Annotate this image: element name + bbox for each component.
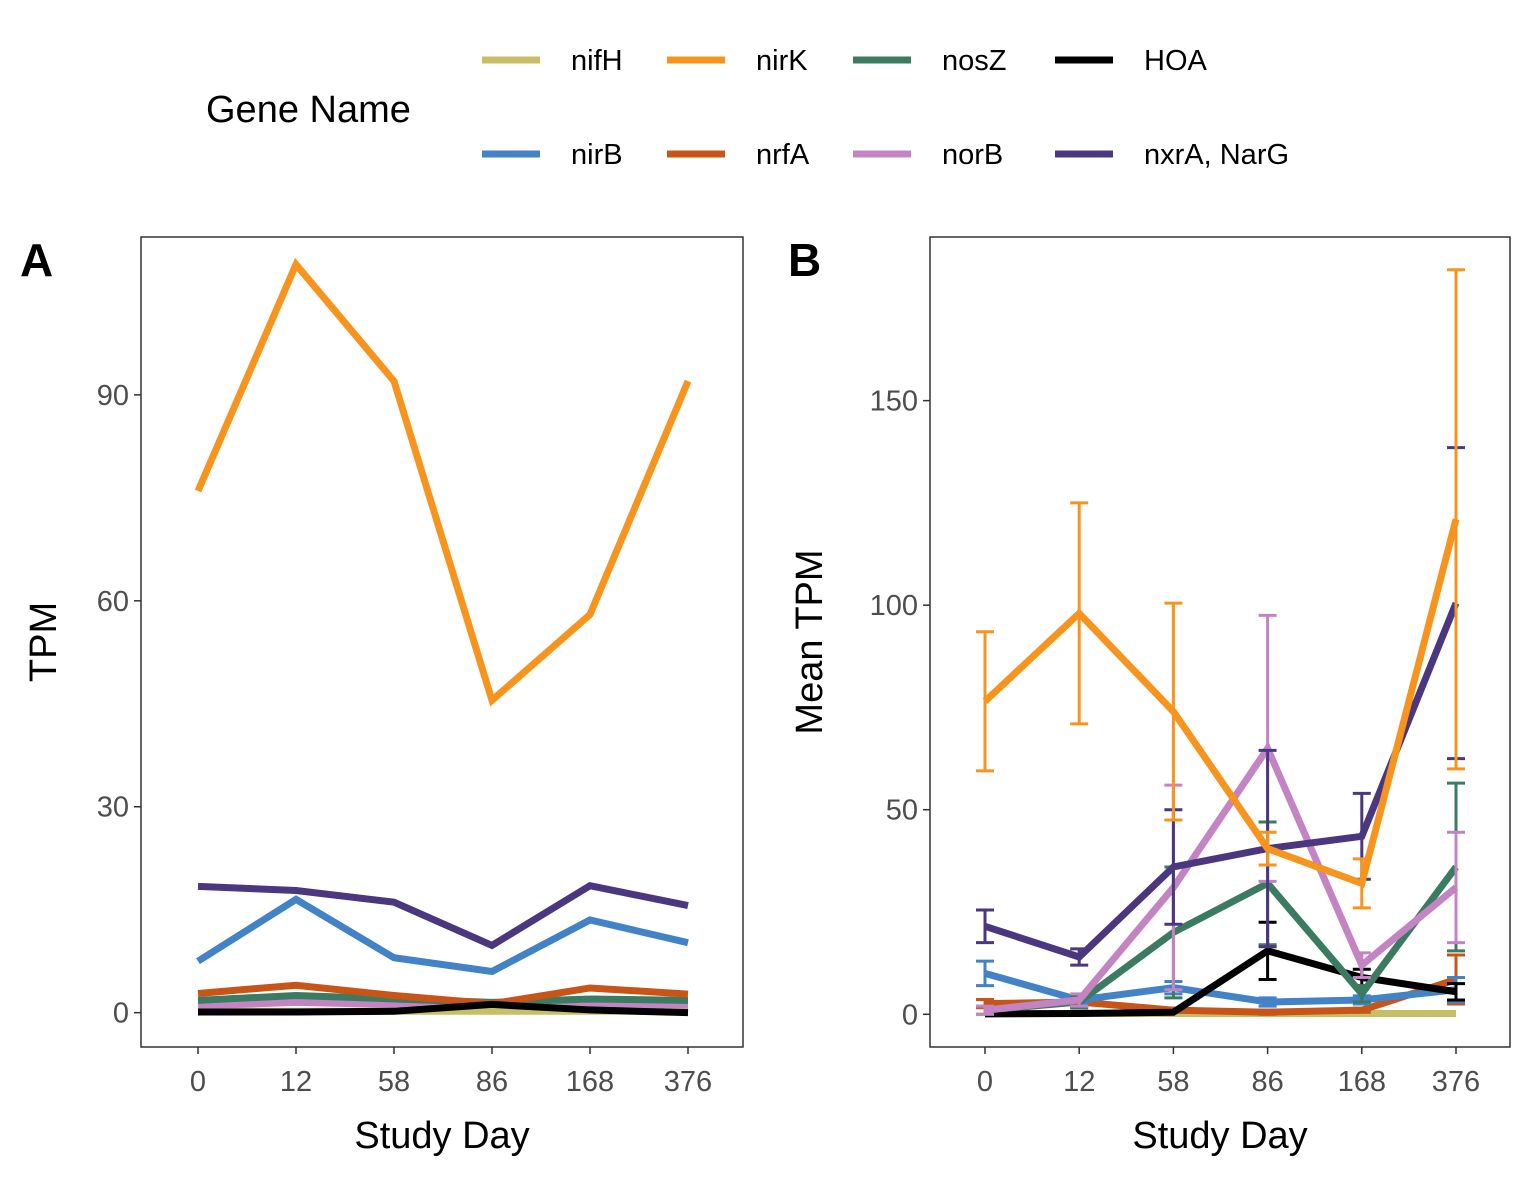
panel-a-x-tick-label-58: 58 bbox=[378, 1066, 410, 1098]
panel-a-y-tick-label-60: 60 bbox=[97, 586, 129, 618]
panel-a-label: A bbox=[20, 234, 53, 286]
panel-b-line-norb bbox=[984, 741, 1459, 1014]
panel-b-series-nxra-narg bbox=[976, 446, 1465, 967]
panel-b-y-axis-title: Mean TPM bbox=[789, 549, 831, 734]
panel-a-y-tick-label-0: 0 bbox=[113, 998, 129, 1030]
panel-a-series-nirb bbox=[196, 895, 689, 976]
panel-a-line-hoa bbox=[198, 1000, 689, 1017]
panel-b-line-hoa bbox=[984, 947, 1457, 1018]
panel-a-y-axis-title: TPM bbox=[23, 602, 65, 682]
panel-a-line-nirk bbox=[194, 257, 692, 707]
panel-b-x-axis-title: Study Day bbox=[1132, 1115, 1307, 1157]
panel-b-x-tick-label-0: 0 bbox=[977, 1066, 993, 1098]
panel-a-y-tick-label-90: 90 bbox=[97, 380, 129, 412]
panel-b-line-nirk bbox=[982, 518, 1460, 888]
panel-b-series-hoa bbox=[984, 920, 1465, 1018]
legend-item-nirb: nirB bbox=[482, 139, 623, 171]
panel-b-y-tick-label-0: 0 bbox=[902, 999, 918, 1031]
panel-a-x-tick-label-168: 168 bbox=[566, 1066, 614, 1098]
legend-label-nirk: nirK bbox=[756, 45, 808, 77]
panel-a-x-axis-title: Study Day bbox=[354, 1115, 529, 1157]
panel-a-x-tick-label-86: 86 bbox=[476, 1066, 508, 1098]
panel-b: B 0 50 100 150 0 12 58 86 168 376 Study Day Mean … bbox=[788, 234, 1511, 1157]
legend-label-nirb: nirB bbox=[571, 139, 623, 171]
legend: Gene Name nifH nirK nosZ HOA nirB nrfA norB nxr… bbox=[206, 45, 1289, 171]
legend-label-nrfa: nrfA bbox=[756, 139, 810, 171]
legend-item-nxra-narg: nxrA, NarG bbox=[1055, 139, 1289, 171]
panel-b-line-nxra-narg bbox=[983, 601, 1460, 961]
legend-label-norb: norB bbox=[942, 139, 1003, 171]
panel-b-x-tick-label-86: 86 bbox=[1251, 1066, 1283, 1098]
panel-a-series-hoa bbox=[198, 1000, 689, 1017]
legend-label-nxra-narg: nxrA, NarG bbox=[1144, 139, 1289, 171]
panel-a-x-tick-label-0: 0 bbox=[190, 1066, 206, 1098]
panel-b-y-tick-label-50: 50 bbox=[886, 795, 918, 827]
panel-b-y-tick-label-150: 150 bbox=[870, 386, 918, 418]
panel-a: A 0 30 60 90 0 12 58 86 168 376 Study Day TPM bbox=[20, 234, 744, 1157]
panel-b-x-tick-label-376: 376 bbox=[1432, 1066, 1480, 1098]
panel-b-series-nirk bbox=[976, 268, 1465, 910]
legend-label-nosz: nosZ bbox=[942, 45, 1006, 77]
panel-b-line-nirb bbox=[984, 969, 1457, 1006]
panel-b-x-tick-label-12: 12 bbox=[1063, 1066, 1095, 1098]
panel-a-line-nxra-narg bbox=[197, 881, 689, 950]
panel-b-y-tick-label-100: 100 bbox=[870, 590, 918, 622]
legend-label-nifh: nifH bbox=[571, 45, 623, 77]
legend-item-hoa: HOA bbox=[1055, 45, 1208, 77]
panel-a-x-tick-label-376: 376 bbox=[664, 1066, 712, 1098]
legend-item-nosz: nosZ bbox=[853, 45, 1006, 77]
panel-a-x-tick-label-12: 12 bbox=[280, 1066, 312, 1098]
panel-a-y-tick-label-30: 30 bbox=[97, 792, 129, 824]
legend-title: Gene Name bbox=[206, 89, 411, 131]
legend-item-nrfa: nrfA bbox=[667, 139, 810, 171]
panel-b-x-tick-label-58: 58 bbox=[1157, 1066, 1189, 1098]
panel-a-plot-border bbox=[140, 236, 744, 1048]
legend-item-nifh: nifH bbox=[482, 45, 623, 77]
legend-item-nirk: nirK bbox=[667, 45, 808, 77]
legend-label-hoa: HOA bbox=[1144, 45, 1208, 77]
panel-b-line-nosz bbox=[984, 864, 1459, 1014]
panel-a-series-nirk bbox=[194, 257, 692, 707]
panel-b-x-tick-label-168: 168 bbox=[1338, 1066, 1386, 1098]
panel-a-line-nirb bbox=[196, 895, 689, 976]
panel-b-label: B bbox=[788, 234, 821, 286]
panel-a-series-nrfa bbox=[197, 981, 689, 1008]
legend-item-norb: norB bbox=[853, 139, 1003, 171]
panel-a-series-nxra-narg bbox=[197, 881, 689, 950]
panel-a-line-nrfa bbox=[197, 981, 689, 1008]
panel-b-plot-border bbox=[929, 236, 1511, 1048]
panel-b-marks: 0 50 100 150 0 12 58 86 168 376 bbox=[870, 268, 1480, 1098]
legend-items: nifH nirK nosZ HOA nirB nrfA norB nxrA, NarG bbox=[482, 45, 1289, 171]
panel-a-marks: 0 30 60 90 0 12 58 86 168 376 bbox=[97, 257, 712, 1098]
